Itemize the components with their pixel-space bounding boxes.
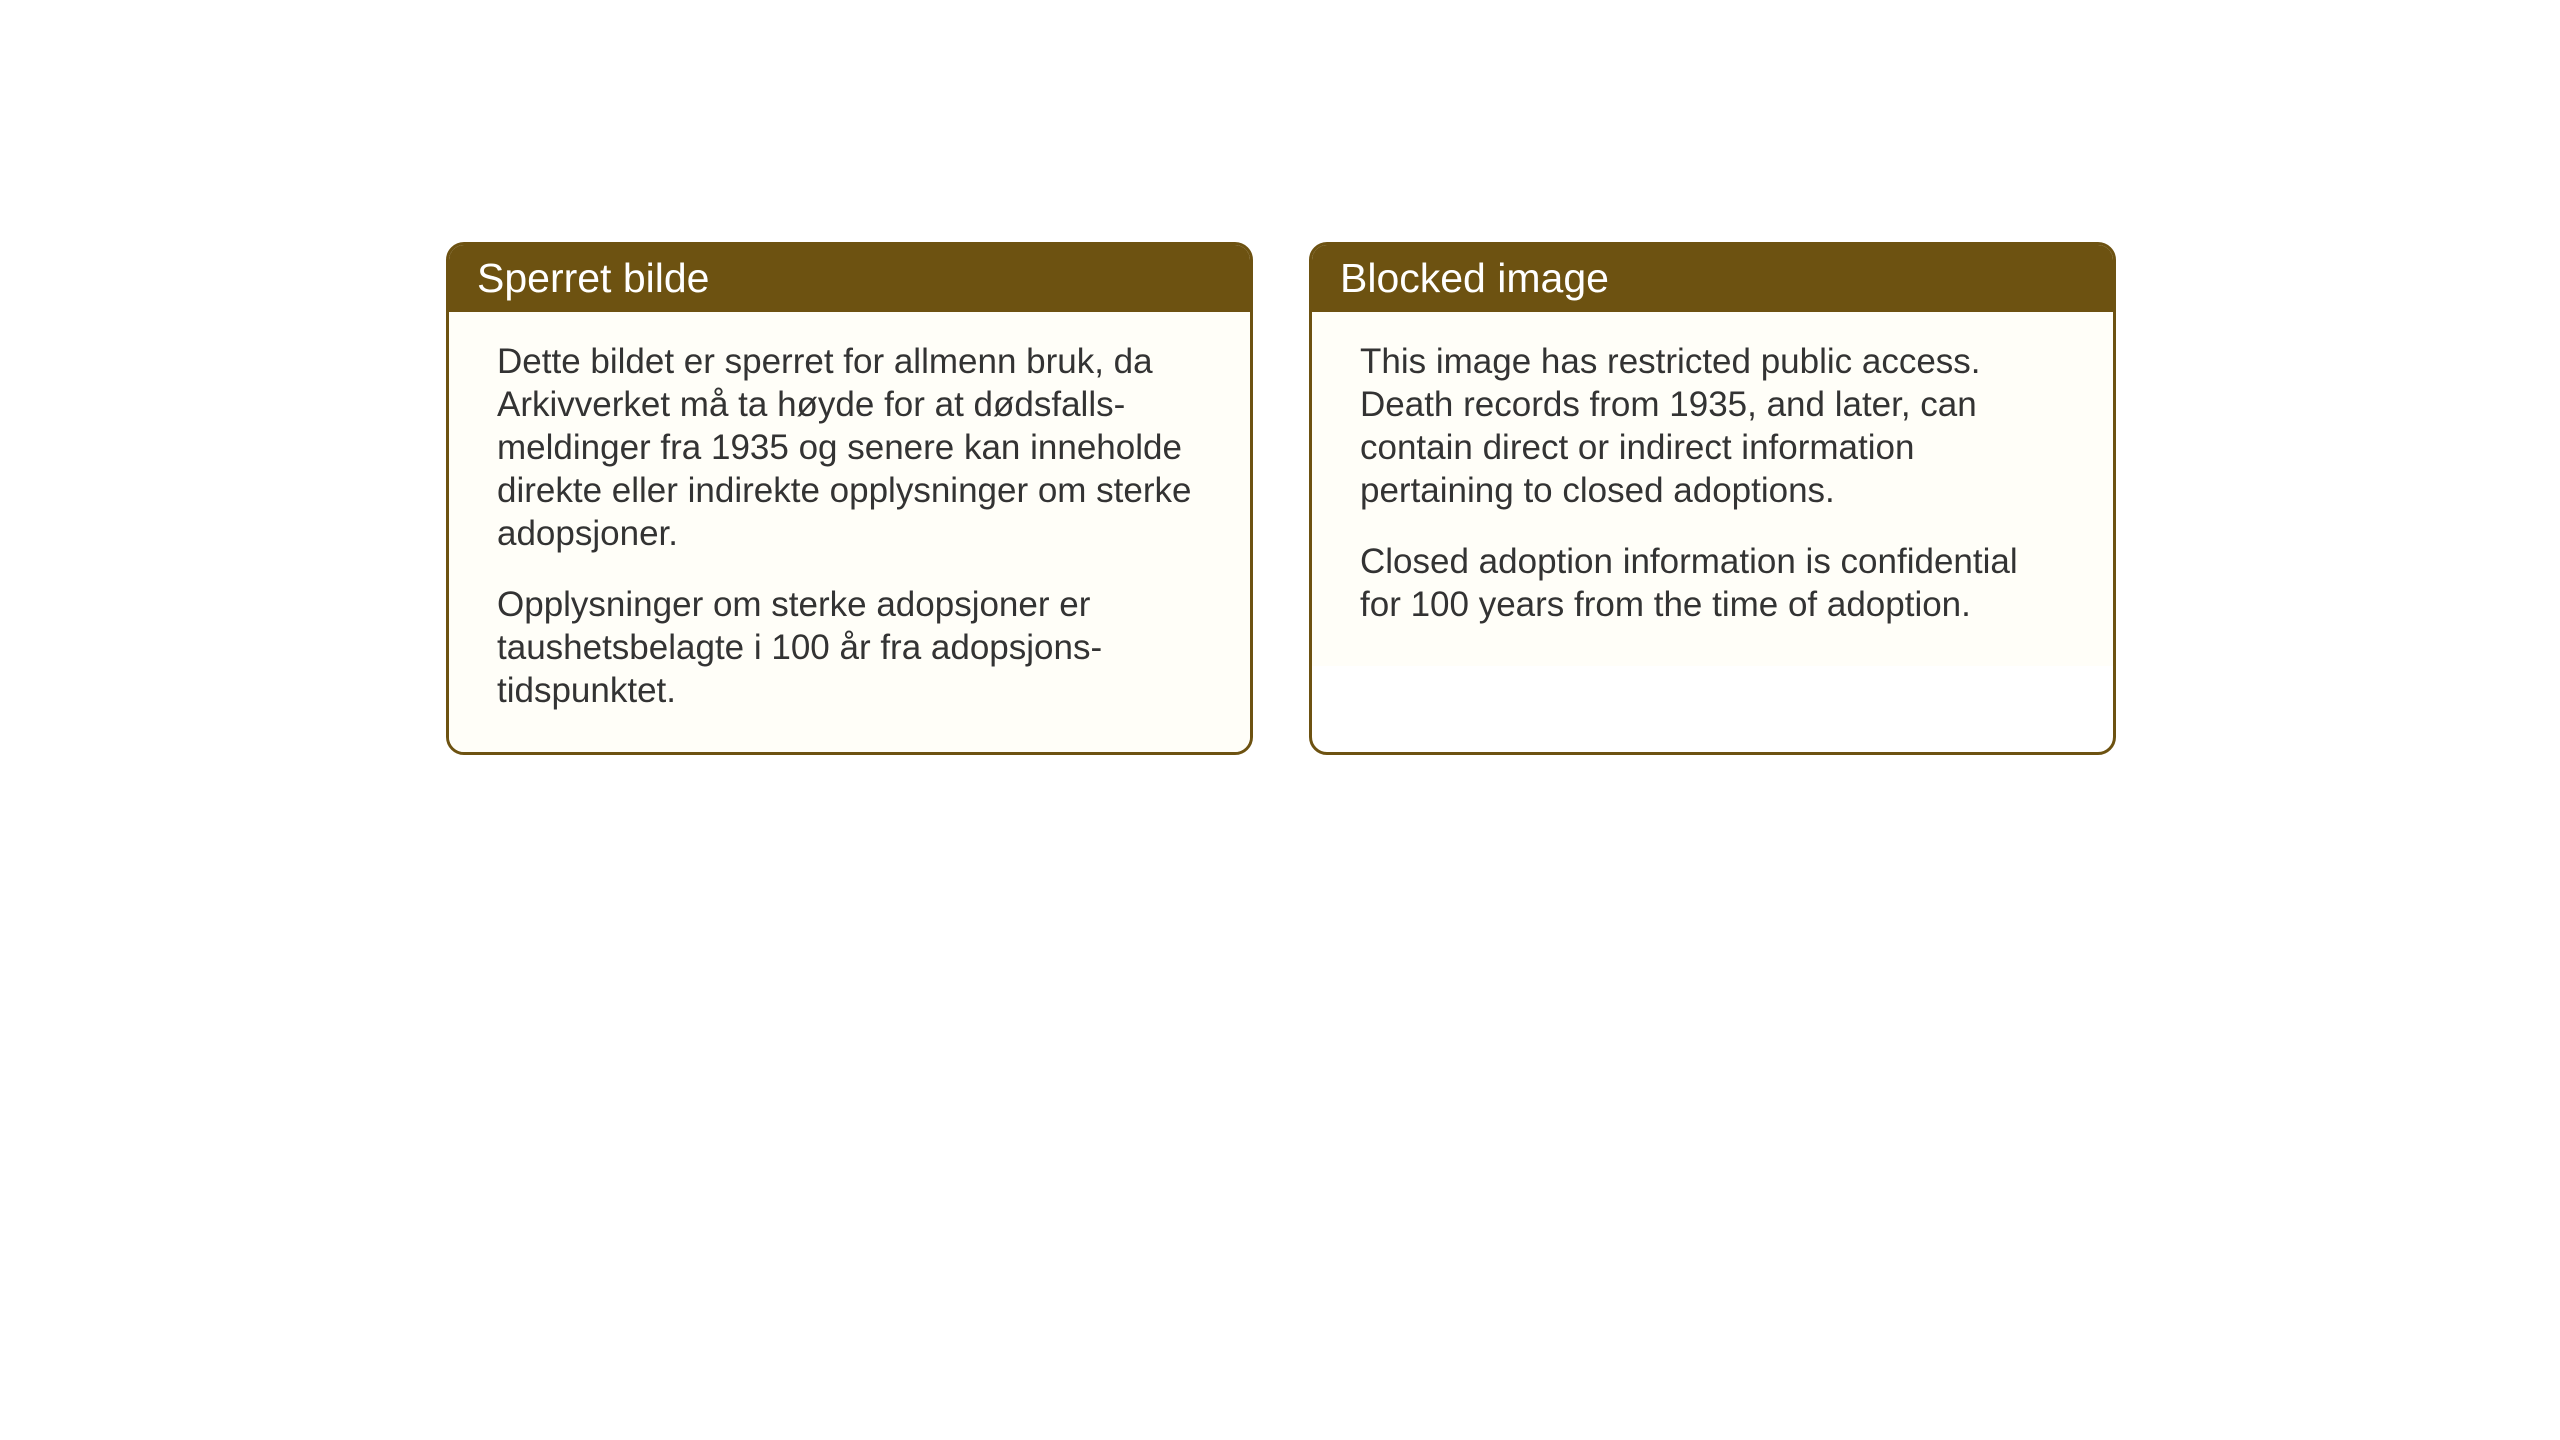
paragraph-norwegian-2: Opplysninger om sterke adopsjoner er tau…	[497, 583, 1202, 712]
card-english: Blocked image This image has restricted …	[1309, 242, 2116, 755]
paragraph-norwegian-1: Dette bildet er sperret for allmenn bruk…	[497, 340, 1202, 555]
card-header-norwegian: Sperret bilde	[449, 245, 1250, 312]
card-norwegian: Sperret bilde Dette bildet er sperret fo…	[446, 242, 1253, 755]
card-body-norwegian: Dette bildet er sperret for allmenn bruk…	[449, 312, 1250, 752]
card-title-norwegian: Sperret bilde	[477, 255, 709, 301]
card-title-english: Blocked image	[1340, 255, 1609, 301]
paragraph-english-2: Closed adoption information is confident…	[1360, 540, 2065, 626]
card-body-english: This image has restricted public access.…	[1312, 312, 2113, 666]
card-header-english: Blocked image	[1312, 245, 2113, 312]
cards-container: Sperret bilde Dette bildet er sperret fo…	[446, 242, 2116, 755]
paragraph-english-1: This image has restricted public access.…	[1360, 340, 2065, 512]
